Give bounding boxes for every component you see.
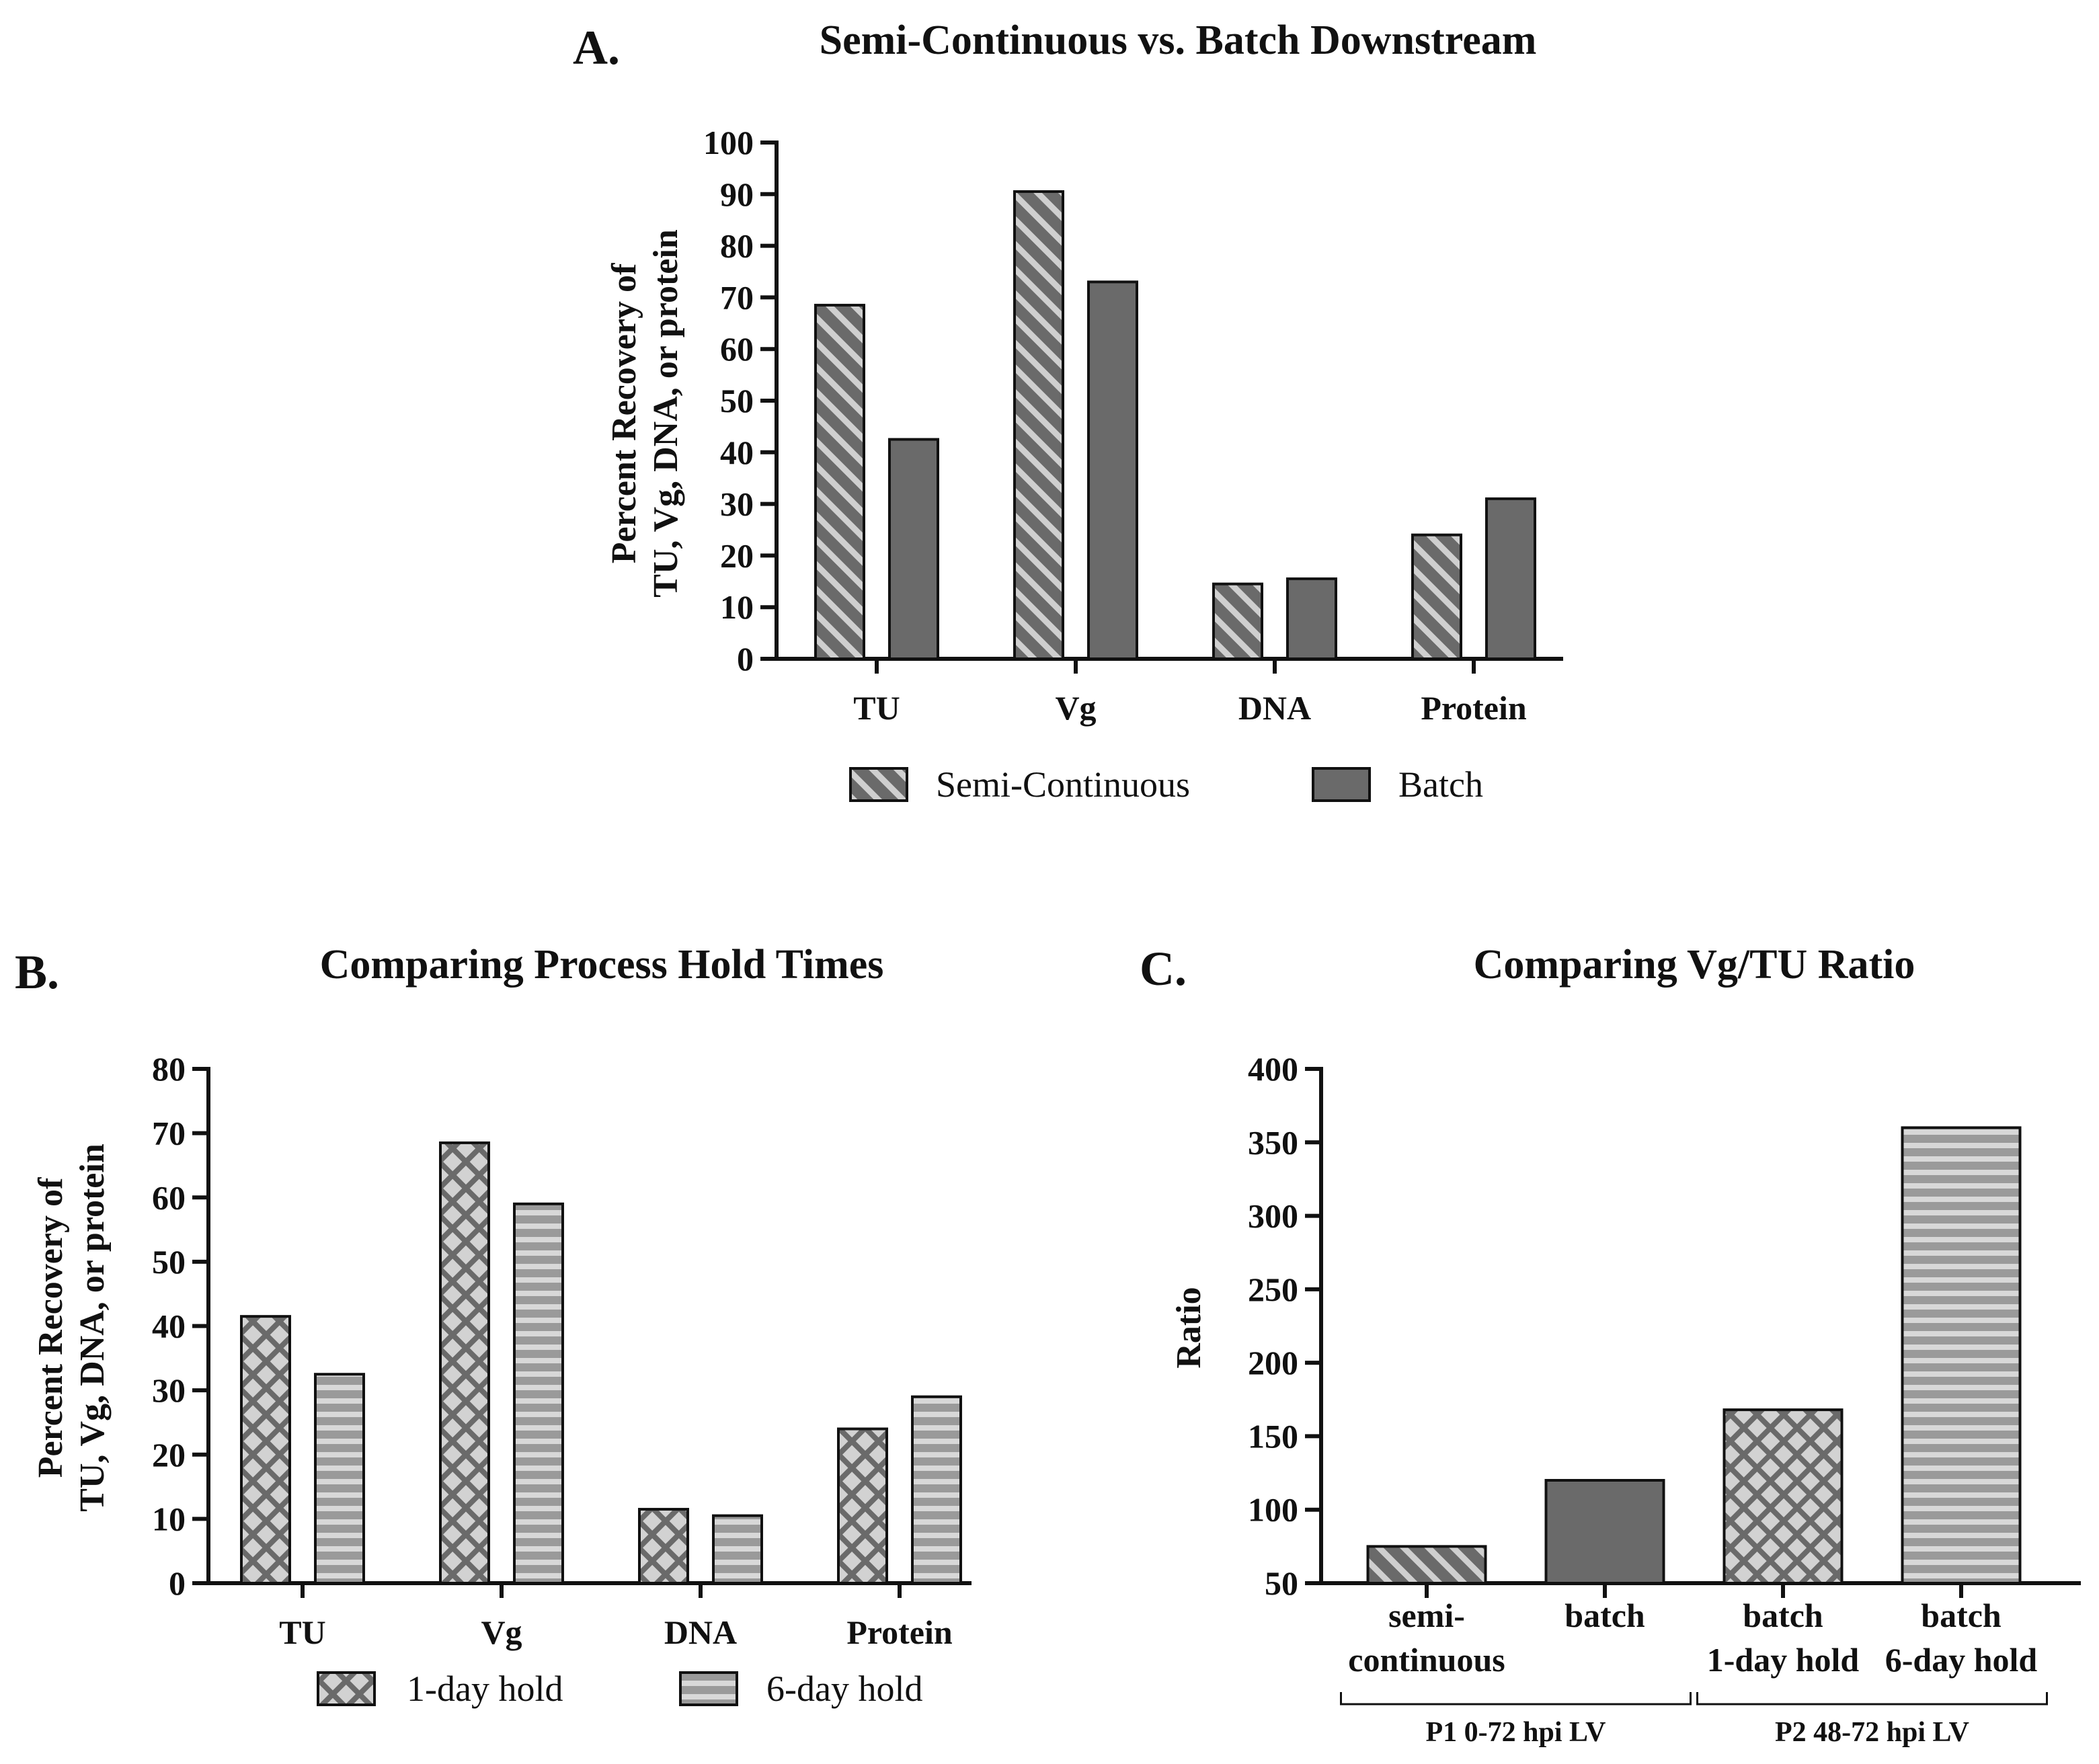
panel-b: B. Comparing Process Hold Times Percent … bbox=[15, 942, 972, 1709]
panel-b-bar-protein-1-day-hold bbox=[837, 1427, 888, 1585]
panel-b-y-tick-label: 30 bbox=[152, 1371, 186, 1409]
panel-c-y-tick-label: 50 bbox=[1265, 1564, 1298, 1602]
panel-c-x-tick-label: batch bbox=[1743, 1597, 1823, 1634]
panel-b-y-tick-label: 80 bbox=[152, 1050, 186, 1088]
legend-label-6-day-hold: 6-day hold bbox=[766, 1669, 922, 1709]
panel-a-y-tick-label: 50 bbox=[720, 382, 754, 419]
panel-a-y-tick-label: 100 bbox=[703, 124, 754, 161]
panel-a-bar-vg-batch bbox=[1087, 280, 1138, 660]
panel-a-title: Semi-Continuous vs. Batch Downstream bbox=[820, 17, 1537, 63]
panel-b-label: B. bbox=[15, 945, 59, 999]
panel-c-bar-batch-1-day-hold bbox=[1722, 1408, 1844, 1585]
panel-b-bar-tu-6-day-hold bbox=[314, 1373, 365, 1585]
panel-a-bar-dna-batch bbox=[1286, 577, 1337, 661]
panel-c-y-tick-label: 100 bbox=[1248, 1491, 1298, 1529]
panel-a-bar-tu-batch bbox=[888, 438, 939, 660]
panel-a-y-tick-label: 10 bbox=[720, 588, 754, 626]
panel-c-x-tick-label: 6-day hold bbox=[1885, 1641, 2038, 1679]
legend-swatch-1-day-hold bbox=[317, 1671, 376, 1706]
panel-c-group-bracket-1 bbox=[1340, 1692, 1692, 1706]
panel-b-x-tick-label-vg: Vg bbox=[481, 1613, 522, 1651]
panel-c-group-bracket-2 bbox=[1696, 1692, 2048, 1706]
panel-a-y-axis-label: Percent Recovery of TU, Vg, DNA, or prot… bbox=[605, 229, 685, 598]
panel-a-bar-protein-semi-continuous bbox=[1411, 533, 1462, 660]
panel-c-bar-semi-continuous bbox=[1366, 1545, 1487, 1585]
panel-a-plot: 0 10 20 30 40 50 60 70 80 90 100 TU Vg DNA Protein bbox=[703, 124, 1563, 727]
panel-a-y-tick-label: 20 bbox=[720, 536, 754, 574]
panel-b-bar-tu-1-day-hold bbox=[240, 1315, 291, 1585]
panel-a-y-axis-label-line-1: Percent Recovery of bbox=[605, 263, 643, 563]
panel-b-bar-vg-1-day-hold bbox=[439, 1141, 490, 1585]
panel-a-label: A. bbox=[573, 21, 620, 75]
panel-b-x-tick-label-tu: TU bbox=[279, 1613, 325, 1651]
panel-a-y-tick-label: 0 bbox=[737, 640, 754, 678]
panel-a-legend: Semi-Continuous Batch bbox=[849, 764, 1483, 805]
panel-b-y-tick-label: 70 bbox=[152, 1115, 186, 1152]
panel-b-y-axis-label-line-1: Percent Recovery of bbox=[32, 1177, 70, 1478]
panel-a-x-tick-label-vg: Vg bbox=[1055, 689, 1096, 727]
panel-b-x-tick-label-protein: Protein bbox=[846, 1613, 953, 1651]
panel-c-y-axis-label: Ratio bbox=[1170, 1287, 1208, 1368]
panel-c-y-tick-label: 400 bbox=[1248, 1050, 1298, 1088]
panel-a-y-tick-label: 60 bbox=[720, 330, 754, 368]
panel-c-x-tick-label: 1-day hold bbox=[1707, 1641, 1860, 1679]
legend-label-batch: Batch bbox=[1398, 764, 1483, 805]
panel-a-bar-dna-semi-continuous bbox=[1212, 582, 1263, 661]
panel-c-group-label-2: P2 48-72 hpi LV bbox=[1775, 1717, 1969, 1748]
panel-a-y-tick-label: 40 bbox=[720, 434, 754, 471]
panel-c: C. Comparing Vg/TU Ratio Ratio 50 100 150 2… bbox=[1140, 942, 2081, 1748]
panel-a-y-tick-label: 70 bbox=[720, 278, 754, 316]
legend-label-1-day-hold: 1-day hold bbox=[407, 1669, 563, 1709]
panel-a-y-tick-label: 80 bbox=[720, 227, 754, 265]
panel-b-y-axis-label: Percent Recovery of TU, Vg, DNA, or prot… bbox=[32, 1144, 112, 1512]
panel-b-y-tick-label: 10 bbox=[152, 1500, 186, 1537]
panel-b-legend: 1-day hold 6-day hold bbox=[317, 1669, 922, 1709]
panel-b-y-axis-label-line-2: TU, Vg, DNA, or protein bbox=[73, 1144, 112, 1512]
panel-c-y-tick-label: 350 bbox=[1248, 1123, 1298, 1161]
legend-label-semi-continuous: Semi-Continuous bbox=[936, 764, 1190, 805]
panel-b-bar-vg-6-day-hold bbox=[513, 1202, 564, 1585]
panel-a-x-tick-label-protein: Protein bbox=[1421, 689, 1527, 727]
panel-c-y-tick-label: 300 bbox=[1248, 1197, 1298, 1235]
panel-a-x-tick-label-tu: TU bbox=[853, 689, 900, 727]
panel-a: A. Semi-Continuous vs. Batch Downstream … bbox=[573, 17, 1563, 805]
panel-a-y-axis-label-line-2: TU, Vg, DNA, or protein bbox=[647, 229, 685, 598]
panel-c-y-tick-label: 150 bbox=[1248, 1417, 1298, 1455]
panel-c-bar-batch bbox=[1544, 1479, 1665, 1585]
panel-b-y-tick-label: 50 bbox=[152, 1243, 186, 1281]
panel-b-y-tick-label: 60 bbox=[152, 1178, 186, 1216]
panel-a-bar-protein-batch bbox=[1485, 497, 1536, 660]
panel-c-bar-batch-6-day-hold bbox=[1901, 1126, 2022, 1585]
panel-c-x-tick-label: batch bbox=[1565, 1597, 1645, 1634]
panel-b-x-tick-label-dna: DNA bbox=[664, 1613, 737, 1651]
panel-b-bar-protein-6-day-hold bbox=[911, 1395, 962, 1585]
legend-swatch-semi-continuous bbox=[849, 767, 908, 802]
panel-c-y-axis-label-line-1: Ratio bbox=[1170, 1287, 1208, 1368]
panel-b-bar-dna-6-day-hold bbox=[712, 1514, 763, 1585]
panel-a-y-tick-label: 90 bbox=[720, 175, 754, 213]
panel-a-y-tick-label: 30 bbox=[720, 485, 754, 523]
panel-a-bar-vg-semi-continuous bbox=[1013, 190, 1064, 660]
panel-b-plot: 0 10 20 30 40 50 60 70 80 TU Vg DNA Protein bbox=[152, 1050, 972, 1651]
panel-b-title: Comparing Process Hold Times bbox=[320, 942, 884, 988]
panel-a-x-tick-label-dna: DNA bbox=[1238, 689, 1311, 727]
panel-a-bar-tu-semi-continuous bbox=[814, 303, 865, 661]
panel-c-group-label-1: P1 0-72 hpi LV bbox=[1425, 1717, 1606, 1748]
legend-swatch-6-day-hold bbox=[679, 1671, 738, 1706]
legend-swatch-batch bbox=[1312, 767, 1371, 802]
panel-c-x-tick-label: semi- bbox=[1388, 1597, 1465, 1634]
panel-c-title: Comparing Vg/TU Ratio bbox=[1474, 942, 1915, 988]
panel-c-y-tick-label: 200 bbox=[1248, 1344, 1298, 1381]
panel-c-x-tick-label: continuous bbox=[1348, 1641, 1505, 1679]
panel-c-plot: 50 100 150 200 250 300 350 400 semi-continuous ba… bbox=[1248, 1050, 2081, 1748]
panel-b-bar-dna-1-day-hold bbox=[638, 1508, 689, 1585]
panel-b-y-tick-label: 20 bbox=[152, 1436, 186, 1474]
panel-b-y-tick-label: 0 bbox=[169, 1564, 186, 1602]
panel-c-x-tick-label: batch bbox=[1921, 1597, 2002, 1634]
panel-c-y-tick-label: 250 bbox=[1248, 1271, 1298, 1308]
panel-c-label: C. bbox=[1140, 942, 1187, 996]
panel-b-y-tick-label: 40 bbox=[152, 1308, 186, 1345]
